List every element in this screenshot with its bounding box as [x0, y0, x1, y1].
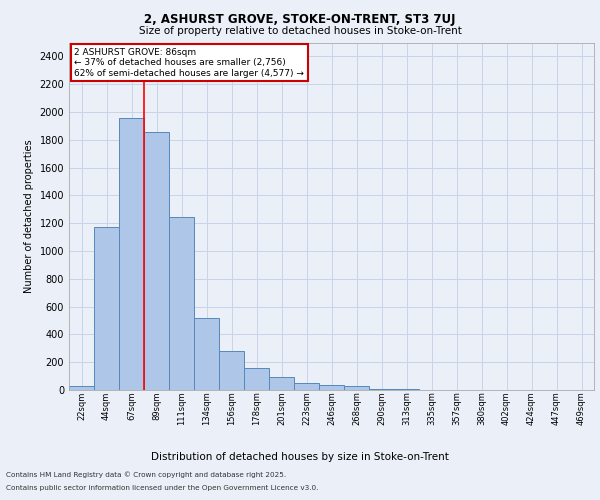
Bar [319, 384, 344, 390]
Bar [344, 386, 369, 390]
Bar [219, 351, 244, 390]
Text: Distribution of detached houses by size in Stoke-on-Trent: Distribution of detached houses by size … [151, 452, 449, 462]
Bar [69, 386, 94, 390]
Bar [194, 318, 219, 390]
Bar [369, 388, 394, 390]
Bar [244, 368, 269, 390]
Bar [294, 383, 319, 390]
Bar [169, 217, 194, 390]
Bar [94, 228, 119, 390]
Y-axis label: Number of detached properties: Number of detached properties [24, 140, 34, 293]
Bar [119, 118, 144, 390]
Bar [269, 377, 294, 390]
Text: Contains public sector information licensed under the Open Government Licence v3: Contains public sector information licen… [6, 485, 319, 491]
Text: Size of property relative to detached houses in Stoke-on-Trent: Size of property relative to detached ho… [139, 26, 461, 36]
Text: 2, ASHURST GROVE, STOKE-ON-TRENT, ST3 7UJ: 2, ASHURST GROVE, STOKE-ON-TRENT, ST3 7U… [144, 12, 456, 26]
Bar [144, 132, 169, 390]
Text: Contains HM Land Registry data © Crown copyright and database right 2025.: Contains HM Land Registry data © Crown c… [6, 471, 286, 478]
Text: 2 ASHURST GROVE: 86sqm
← 37% of detached houses are smaller (2,756)
62% of semi-: 2 ASHURST GROVE: 86sqm ← 37% of detached… [74, 48, 304, 78]
